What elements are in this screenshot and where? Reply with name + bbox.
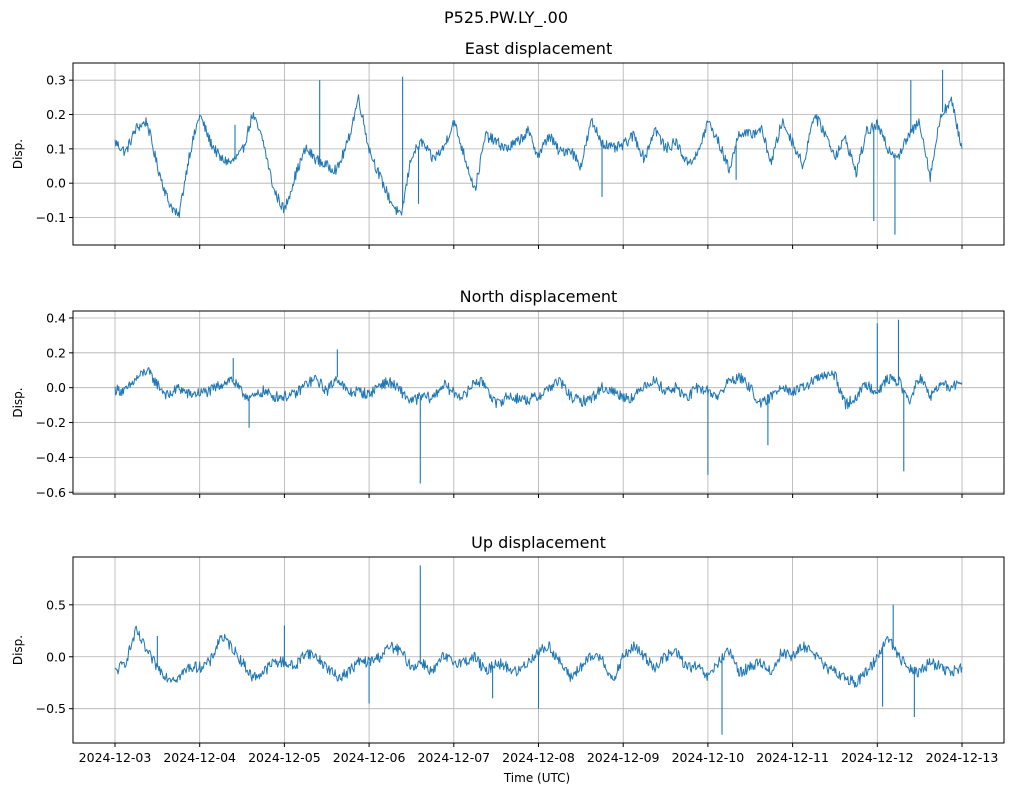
figure-title: P525.PW.LY_.00	[444, 8, 568, 28]
y-axis-label: Disp.	[11, 635, 25, 665]
y-tick-label: 0.1	[46, 141, 66, 156]
x-tick-label: 2024-12-13	[926, 750, 999, 765]
y-tick-label: 0.5	[46, 597, 66, 612]
y-tick-label: 0.2	[46, 345, 66, 360]
y-tick-label: −0.1	[36, 210, 66, 225]
panel-title: East displacement	[465, 39, 612, 58]
y-tick-label: 0.0	[46, 649, 66, 664]
y-tick-label: −0.6	[36, 485, 66, 500]
panel-2: −0.6 −0.4 −0.2 0.0 0.2 0.4 North displacement D…	[11, 287, 1005, 500]
series-line	[114, 367, 963, 410]
y-tick-label: 0.0	[46, 380, 66, 395]
y-tick-label: −0.4	[36, 450, 66, 465]
x-tick-label: 2024-12-08	[502, 750, 575, 765]
y-tick-label: 0.0	[46, 176, 66, 191]
series-line	[114, 94, 963, 219]
y-tick-label: −0.5	[36, 701, 66, 716]
x-tick-label: 2024-12-04	[163, 750, 236, 765]
x-tick-label: 2024-12-11	[756, 750, 829, 765]
x-tick-label: 2024-12-09	[587, 750, 660, 765]
y-tick-label: 0.2	[46, 107, 66, 122]
x-tick-label: 2024-12-12	[841, 750, 914, 765]
x-tick-label: 2024-12-07	[417, 750, 490, 765]
x-tick-label: 2024-12-06	[333, 750, 406, 765]
x-axis-label: Time (UTC)	[503, 771, 570, 785]
y-tick-label: −0.2	[36, 415, 66, 430]
y-axis-label: Disp.	[11, 387, 25, 417]
panel-title: Up displacement	[471, 533, 606, 552]
x-tick-label: 2024-12-03	[79, 750, 152, 765]
panel-3: 2024-12-03 2024-12-04 2024-12-05 2024-12-06…	[11, 533, 1005, 765]
x-tick-label: 2024-12-05	[248, 750, 321, 765]
y-tick-label: 0.4	[46, 310, 66, 325]
panel-1: −0.1 0.0 0.1 0.2 0.3 East displacement Disp.	[11, 39, 1005, 249]
x-tick-label: 2024-12-10	[672, 750, 745, 765]
panel-title: North displacement	[460, 287, 618, 306]
y-axis-label: Disp.	[11, 139, 25, 169]
y-tick-label: 0.3	[46, 73, 66, 88]
